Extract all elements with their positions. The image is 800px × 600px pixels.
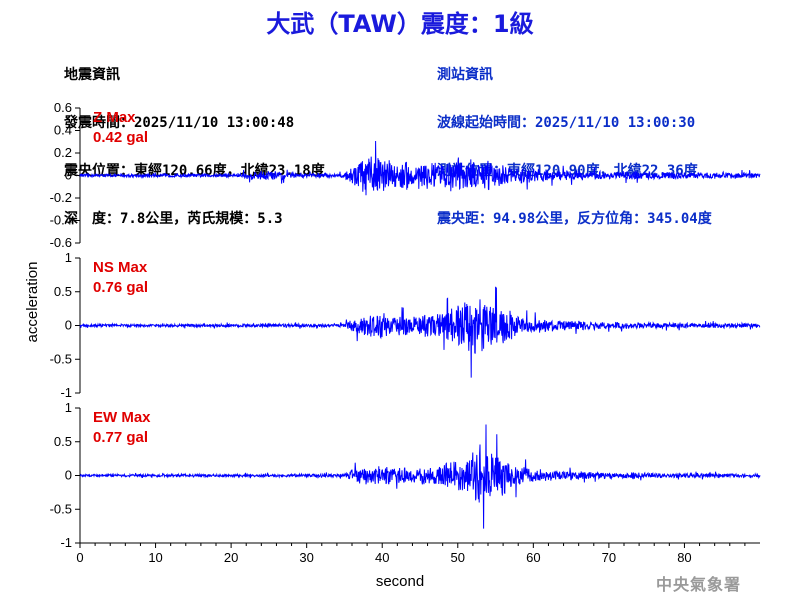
y-tick-label-z: -0.6 <box>50 235 72 250</box>
y-tick-label-ns: 1 <box>65 250 72 265</box>
waveform-ns <box>79 286 761 378</box>
chart-title: 大武（TAW）震度：1級 <box>266 10 534 38</box>
y-tick-label-ns: 0 <box>65 318 72 333</box>
wave-start-time: 波線起始時間：2025/11/10 13:00:30 <box>437 115 696 131</box>
depth-magnitude: 深 度：7.8公里，芮氏規模：5.3 <box>64 211 283 227</box>
y-tick-label-z: 0.4 <box>54 123 72 138</box>
quake-info-heading: 地震資訊 <box>64 67 120 83</box>
y-tick-label-ew: -1 <box>60 535 72 550</box>
x-tick-label: 80 <box>677 550 691 565</box>
y-tick-label-z: 0.2 <box>54 145 72 160</box>
y-tick-label-z: 0.6 <box>54 100 72 115</box>
x-tick-label: 0 <box>76 550 83 565</box>
waveform-z <box>79 141 761 196</box>
x-tick-label: 60 <box>526 550 540 565</box>
max-label-ew: EW Max <box>93 409 151 426</box>
y-tick-label-ns: -1 <box>60 385 72 400</box>
max-value-ew: 0.77 gal <box>93 429 148 446</box>
y-tick-label-ew: 1 <box>65 400 72 415</box>
x-tick-label: 20 <box>224 550 238 565</box>
y-tick-label-ew: 0.5 <box>54 434 72 449</box>
y-tick-label-z: -0.4 <box>50 213 72 228</box>
x-tick-label: 40 <box>375 550 389 565</box>
x-axis-title: second <box>376 573 424 590</box>
x-tick-label: 50 <box>451 550 465 565</box>
x-tick-label: 30 <box>299 550 313 565</box>
max-value-z: 0.42 gal <box>93 129 148 146</box>
waveform-ew <box>79 424 761 529</box>
y-tick-label-z: 0 <box>65 168 72 183</box>
y-tick-label-ns: -0.5 <box>50 351 72 366</box>
max-label-ns: NS Max <box>93 259 148 276</box>
y-tick-label-ns: 0.5 <box>54 284 72 299</box>
y-tick-label-ew: 0 <box>65 468 72 483</box>
distance-azimuth: 震央距：94.98公里，反方位角：345.04度 <box>437 211 712 227</box>
x-tick-label: 10 <box>148 550 162 565</box>
max-label-z: Z Max <box>93 109 136 126</box>
quake-info-block: 地震資訊 發震時間：2025/11/10 13:00:48 震央位置：東經120… <box>64 35 325 243</box>
y-axis-title: acceleration <box>24 262 41 343</box>
origin-time: 發震時間：2025/11/10 13:00:48 <box>64 115 295 131</box>
y-tick-label-ew: -0.5 <box>50 501 72 516</box>
y-tick-label-z: -0.2 <box>50 190 72 205</box>
station-info-heading: 測站資訊 <box>437 67 493 83</box>
max-value-ns: 0.76 gal <box>93 279 148 296</box>
x-tick-label: 70 <box>602 550 616 565</box>
agency-watermark: 中央氣象署 <box>656 575 742 594</box>
